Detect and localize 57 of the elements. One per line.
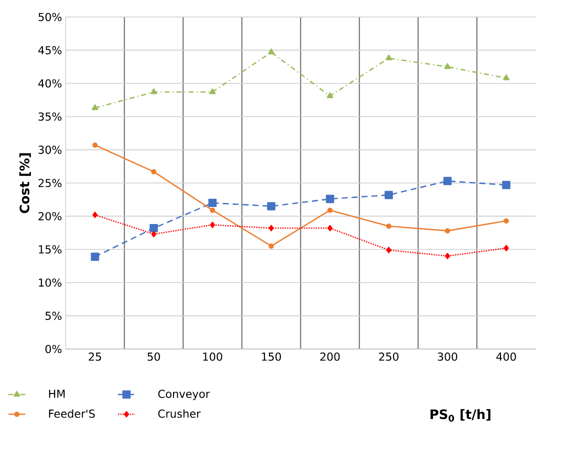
x-tick-label: 150	[262, 352, 281, 361]
legend-label: Crusher	[158, 409, 201, 418]
legend-label: Feeder'S	[49, 409, 95, 418]
x-axis-title: PS$_{0}$ [t/h]	[430, 409, 490, 422]
point	[150, 88, 157, 94]
y-tick-label: 30%	[38, 146, 62, 154]
y-tick-label: 5%	[46, 312, 62, 320]
y-tick-label: 50%	[38, 12, 62, 22]
point	[267, 202, 276, 210]
point	[444, 63, 451, 69]
x-tick-label: 25	[88, 352, 102, 361]
point	[326, 92, 334, 98]
x-tick-label: 50	[148, 352, 160, 361]
point	[210, 222, 216, 228]
point	[503, 74, 510, 80]
point	[92, 142, 98, 148]
point	[268, 225, 274, 232]
y-tick-label: 40%	[38, 79, 62, 88]
point	[92, 104, 98, 110]
point	[268, 243, 274, 249]
y-tick-label: 20%	[38, 212, 62, 220]
legend-label: HM	[49, 390, 65, 398]
point	[502, 180, 510, 190]
y-tick-label: 45%	[38, 46, 62, 54]
x-tick-label: 100	[203, 352, 222, 361]
point	[327, 208, 333, 213]
point	[327, 225, 333, 232]
point	[504, 218, 509, 224]
x-tick-label: 400	[496, 352, 516, 361]
point	[443, 176, 452, 186]
point	[268, 48, 274, 54]
point	[504, 244, 509, 252]
point	[326, 194, 334, 204]
point	[92, 212, 98, 218]
x-tick-label: 300	[438, 352, 458, 361]
x-tick-label: 250	[379, 352, 398, 361]
point	[386, 54, 392, 60]
y-axis-title: Cost [%]	[19, 153, 31, 214]
point	[90, 252, 100, 261]
y-tick-label: 0%	[45, 344, 62, 354]
point	[384, 190, 393, 200]
point	[209, 88, 216, 94]
y-tick-label: 15%	[38, 245, 62, 254]
point	[151, 169, 156, 174]
point	[386, 246, 392, 254]
point	[444, 228, 450, 234]
x-tick-label: 200	[320, 352, 340, 361]
y-tick-label: 10%	[38, 278, 62, 287]
point	[210, 208, 216, 213]
point	[151, 230, 156, 238]
point	[208, 198, 217, 208]
point	[150, 224, 158, 232]
point	[444, 252, 450, 260]
y-tick-label: 35%	[38, 112, 62, 121]
y-tick-label: 25%	[38, 178, 62, 188]
point	[386, 224, 392, 229]
legend-label: Conveyor	[158, 390, 210, 400]
